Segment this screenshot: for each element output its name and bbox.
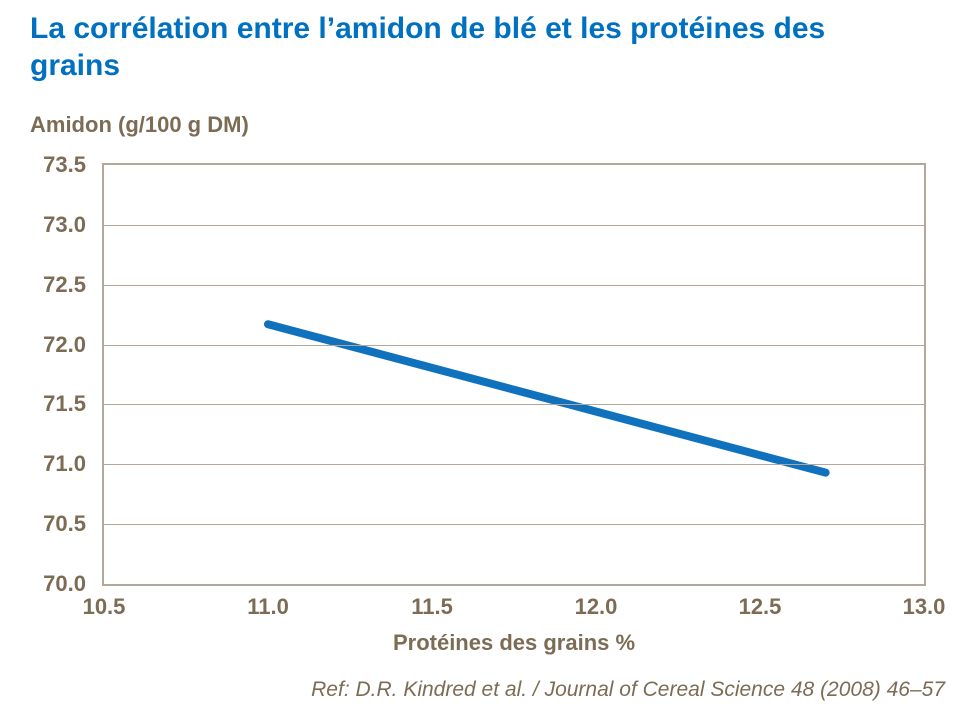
x-tick-label: 10.5 xyxy=(82,594,126,619)
chart-title: La corrélation entre l’amidon de blé et … xyxy=(30,12,826,82)
series-line xyxy=(264,320,830,477)
y-tick-label: 73.0 xyxy=(43,211,86,237)
y-tick-label: 70.0 xyxy=(43,571,86,596)
gridline xyxy=(104,524,924,526)
x-tick-label: 11.5 xyxy=(411,594,453,619)
gridline xyxy=(104,344,924,346)
gridline xyxy=(104,224,924,226)
gridline xyxy=(104,404,924,406)
x-tick-label: 11.0 xyxy=(247,594,289,619)
y-tick-label: 70.5 xyxy=(43,511,86,537)
y-tick-label: 71.5 xyxy=(43,391,86,417)
x-tick-label: 12.5 xyxy=(738,594,782,619)
y-tick-label: 72.0 xyxy=(43,331,86,357)
x-axis-title: Protéines des grains % xyxy=(392,630,636,655)
gridline xyxy=(104,464,924,466)
reference-citation: Ref: D.R. Kindred et al. / Journal of Ce… xyxy=(311,678,945,701)
plot-area xyxy=(102,163,926,586)
y-tick-label: 71.0 xyxy=(43,451,86,477)
gridline xyxy=(104,284,924,286)
x-tick-label: 12.0 xyxy=(574,594,618,619)
trend-line xyxy=(264,320,830,477)
y-tick-label: 73.5 xyxy=(43,152,86,177)
y-axis-title: Amidon (g/100 g DM) xyxy=(30,112,249,137)
y-tick-label: 72.5 xyxy=(43,271,86,297)
x-tick-label: 13.0 xyxy=(902,594,946,619)
